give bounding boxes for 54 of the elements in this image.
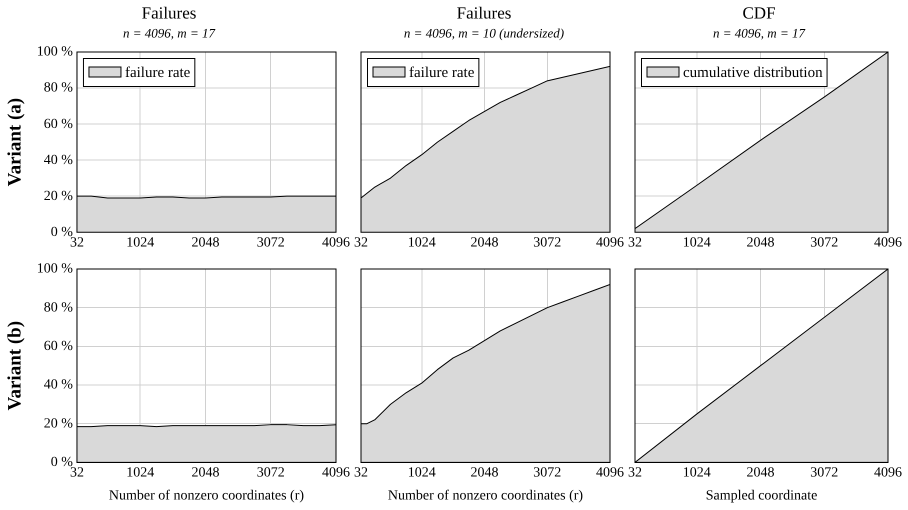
legend-label: failure rate (124, 64, 191, 81)
chart-title: CDF (742, 4, 776, 23)
x-tick-label: 4096 (322, 235, 350, 250)
y-tick-label: 60 % (44, 116, 74, 132)
chart-subtitle: n = 4096, m = 17 (713, 26, 806, 41)
x-tick-label: 2048 (470, 235, 499, 250)
x-axis-title: Sampled coordinate (706, 488, 818, 504)
x-tick-label: 32 (628, 465, 642, 480)
legend-label: failure rate (409, 64, 475, 81)
x-axis-title: Number of nonzero coordinates (r) (388, 488, 584, 504)
y-axis-title: Variant (a) (4, 98, 26, 186)
y-tick-label: 40 % (44, 152, 74, 168)
y-tick-label: 100 % (36, 262, 74, 277)
y-axis-title: Variant (b) (4, 320, 26, 410)
x-tick-label: 32 (70, 235, 84, 250)
x-tick-label: 2048 (191, 465, 220, 480)
x-tick-label: 3072 (533, 465, 562, 480)
x-tick-label: 3072 (533, 235, 562, 250)
x-tick-label: 1024 (126, 235, 154, 250)
x-tick-label: 1024 (682, 465, 711, 480)
x-axis-title: Number of nonzero coordinates (r) (108, 488, 304, 504)
chart-subtitle: n = 4096, m = 10 (undersized) (404, 26, 564, 41)
x-tick-label: 4096 (596, 465, 624, 480)
x-tick-label: 3072 (256, 235, 285, 250)
x-tick-label: 1024 (408, 465, 436, 480)
y-tick-label: 20 % (44, 188, 74, 204)
x-tick-label: 1024 (682, 235, 711, 250)
y-tick-label: 80 % (44, 80, 74, 96)
x-tick-label: 2048 (470, 465, 499, 480)
legend-label: cumulative distribution (683, 64, 824, 81)
x-tick-label: 32 (354, 235, 368, 250)
x-tick-label: 3072 (810, 465, 838, 480)
x-tick-label: 4096 (322, 465, 350, 480)
x-tick-label: 32 (354, 465, 368, 480)
x-tick-label: 2048 (191, 235, 220, 250)
x-tick-label: 32 (70, 465, 84, 480)
x-tick-label: 4096 (874, 235, 902, 250)
x-tick-label: 4096 (874, 465, 902, 480)
x-tick-label: 2048 (746, 465, 775, 480)
x-tick-label: 1024 (408, 235, 436, 250)
x-tick-label: 3072 (256, 465, 285, 480)
y-tick-label: 20 % (44, 416, 74, 432)
x-tick-label: 2048 (746, 235, 775, 250)
chart-subtitle: n = 4096, m = 17 (123, 26, 216, 41)
y-tick-label: 100 % (36, 44, 74, 60)
y-tick-label: 80 % (44, 300, 74, 316)
x-tick-label: 32 (628, 235, 642, 250)
x-tick-label: 3072 (810, 235, 838, 250)
chart-title: Failures (456, 4, 512, 23)
chart-title: Failures (142, 4, 196, 23)
y-tick-label: 60 % (44, 339, 74, 354)
y-tick-label: 40 % (44, 378, 74, 393)
x-tick-label: 4096 (596, 235, 624, 250)
x-tick-label: 1024 (126, 465, 154, 480)
